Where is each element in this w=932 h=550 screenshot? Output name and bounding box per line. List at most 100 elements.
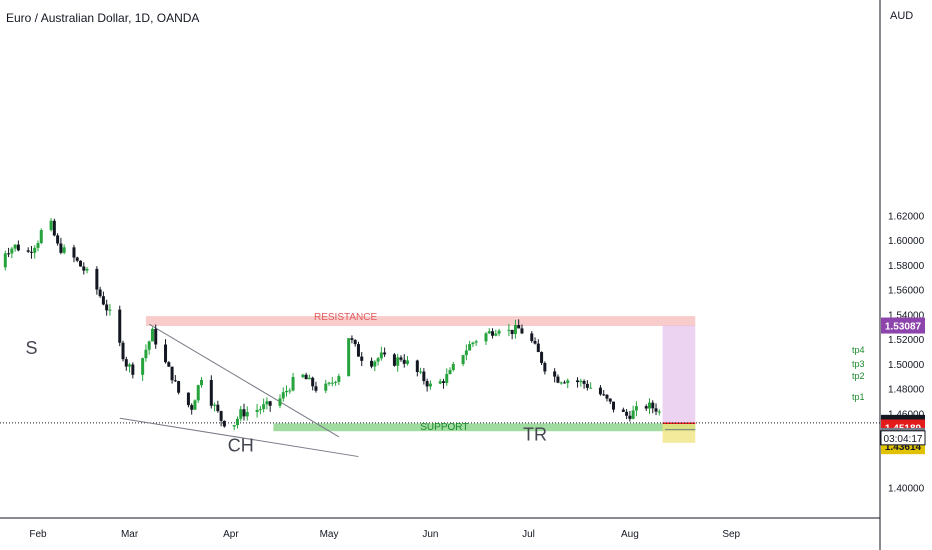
candle-body: [631, 410, 635, 419]
candle-body: [445, 374, 449, 383]
time-tick: May: [320, 529, 339, 540]
candle-body: [75, 257, 79, 261]
candle-body: [278, 398, 282, 406]
candle-body: [62, 247, 66, 253]
candle-body: [285, 390, 289, 393]
candle-body: [383, 352, 387, 355]
candle-body: [281, 392, 285, 399]
candle-body: [625, 411, 629, 416]
candle-body: [150, 328, 154, 342]
candle-body: [356, 344, 360, 357]
candle-body: [605, 394, 609, 399]
candle-body: [510, 329, 514, 335]
candle-body: [314, 386, 318, 391]
candle-body: [177, 381, 181, 393]
candle-body: [186, 392, 190, 406]
candle-body: [598, 387, 602, 395]
candle-body: [540, 352, 544, 363]
candle-body: [10, 248, 14, 254]
candle-body: [209, 379, 213, 406]
labels-layer: RESISTANCE SUPPORT tp1 tp2 tp3 tp4 S CH TR: [25, 312, 864, 456]
candle-body: [337, 376, 341, 382]
candle-body: [245, 412, 249, 417]
price-tick: 1.62000: [888, 211, 925, 222]
candle-body: [200, 379, 203, 386]
candle-body: [262, 404, 266, 410]
candle-body: [56, 235, 60, 244]
price-axis: [880, 0, 932, 550]
candle-body: [232, 425, 236, 427]
candle-body: [222, 420, 226, 427]
candle-body: [52, 220, 56, 236]
zones-layer: [145, 316, 696, 443]
candle-body: [49, 220, 53, 231]
candle-body: [628, 415, 632, 419]
candle-body: [301, 374, 305, 378]
candle-body: [288, 390, 292, 392]
candle-body: [543, 362, 547, 372]
price-tick: 1.58000: [888, 261, 925, 272]
candle-body: [559, 382, 563, 384]
candle-body: [108, 309, 112, 311]
candle-body: [213, 404, 217, 406]
candle-body: [170, 366, 174, 381]
candle-body: [72, 247, 76, 258]
candle-body: [651, 402, 655, 409]
price-badge: [881, 317, 925, 334]
candle-body: [167, 362, 171, 367]
candle-body: [353, 339, 357, 345]
candle-body: [154, 328, 158, 345]
candle-body: [304, 374, 308, 380]
candle-body: [484, 333, 488, 342]
countdown-label: 03:04:17: [884, 434, 923, 445]
candle-body: [219, 411, 223, 421]
candle-body: [370, 360, 374, 367]
target-zone: [662, 325, 696, 424]
trendline-2: [148, 323, 340, 438]
candle-body: [644, 406, 648, 409]
candle-body: [533, 341, 537, 344]
candle-body: [415, 360, 419, 372]
candle-body: [39, 230, 43, 244]
price-tick: 1.56000: [888, 286, 925, 297]
candles-layer: [3, 217, 661, 431]
candle-body: [324, 383, 328, 391]
candle-body: [379, 352, 383, 359]
candle-body: [585, 383, 589, 388]
candle-body: [461, 355, 465, 365]
annotation-s: S: [25, 338, 37, 358]
support-label: SUPPORT: [420, 422, 468, 433]
candle-body: [33, 247, 37, 253]
candle-body: [239, 409, 243, 419]
candle-body: [517, 325, 521, 329]
candle-body: [144, 349, 148, 359]
candle-body: [464, 350, 468, 356]
candle-body: [311, 377, 315, 387]
candle-body: [235, 418, 239, 426]
candle-body: [85, 268, 89, 271]
candle-body: [118, 309, 122, 343]
candle-body: [376, 358, 380, 362]
candle-body: [441, 381, 445, 383]
candle-body: [468, 344, 472, 351]
candle-body: [471, 342, 475, 345]
candle-body: [29, 251, 33, 253]
candle-body: [497, 330, 501, 334]
candle-body: [101, 296, 105, 305]
candle-body: [647, 402, 651, 409]
candle-body: [438, 381, 442, 384]
candle-body: [327, 382, 331, 384]
candle-body: [566, 380, 570, 384]
candle-body: [291, 377, 295, 391]
time-tick: Mar: [121, 529, 139, 540]
candle-body: [26, 250, 30, 252]
candle-body: [128, 364, 132, 367]
candle-body: [193, 400, 197, 410]
take-profit-tp2: tp2: [852, 371, 865, 381]
price-badge-label: 1.43614: [885, 442, 922, 453]
time-tick: Jul: [522, 529, 535, 540]
candle-body: [654, 408, 658, 412]
candle-body: [576, 380, 580, 383]
